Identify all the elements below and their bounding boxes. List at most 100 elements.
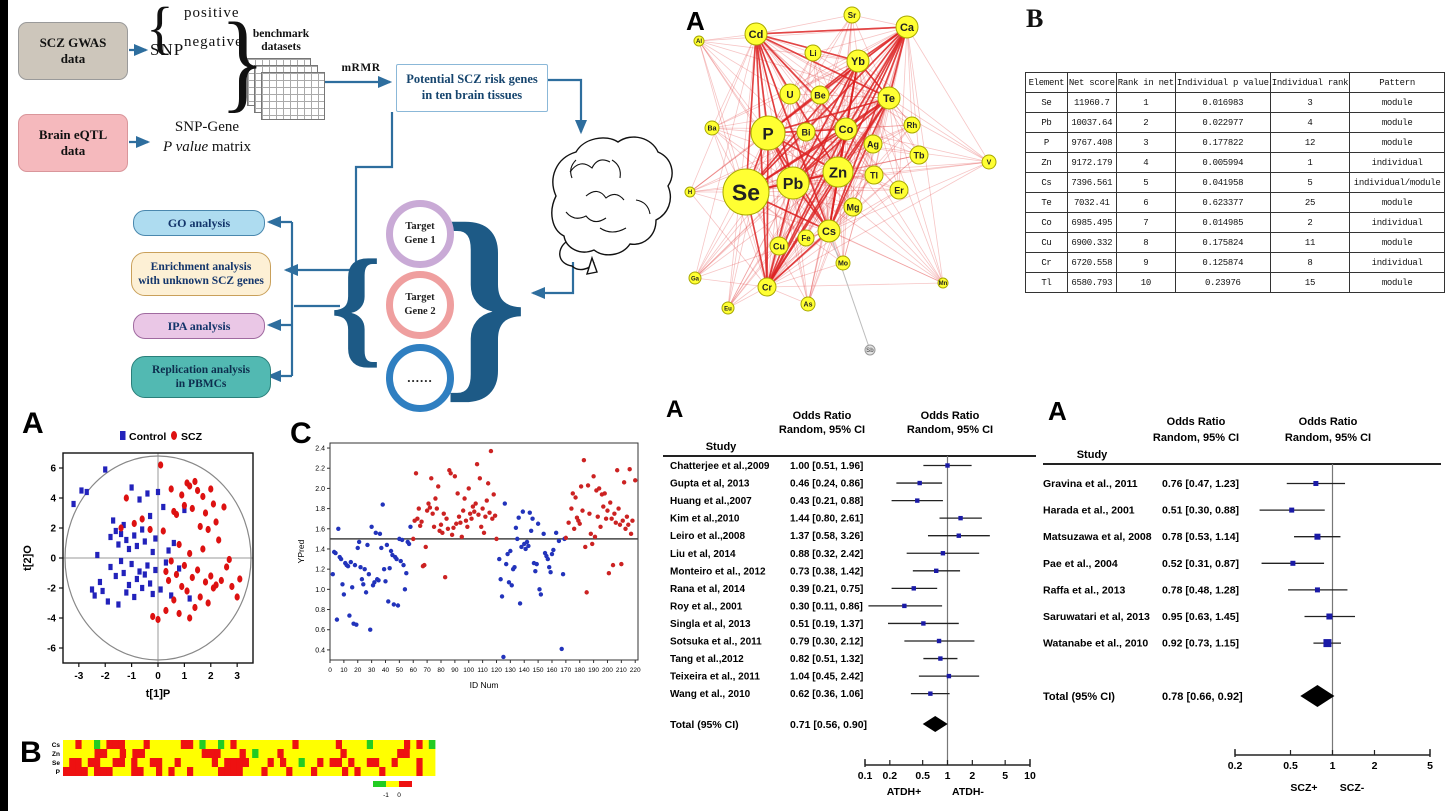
element-node-Cr: Cr bbox=[757, 277, 777, 297]
snp-label: SNP bbox=[150, 40, 185, 59]
study-name: Harada et al., 2001 bbox=[1043, 505, 1135, 517]
network-edge bbox=[789, 93, 890, 99]
control-point bbox=[548, 569, 553, 575]
study-name: Leiro et al.,2008 bbox=[670, 531, 745, 542]
heatmap-cell bbox=[131, 740, 138, 749]
group-label: SCZ+ bbox=[1290, 782, 1317, 794]
y-tick-label: 1.0 bbox=[315, 587, 325, 594]
heatmap-cell bbox=[132, 749, 140, 758]
study-name: Gravina et al., 2011 bbox=[1043, 478, 1138, 490]
scz-point bbox=[417, 523, 423, 528]
network-edge bbox=[711, 127, 830, 232]
scz-point bbox=[621, 480, 627, 485]
heatmap-panel-letter: B bbox=[20, 736, 42, 769]
heatmap-cell bbox=[113, 749, 121, 758]
table-cell: 0.177822 bbox=[1174, 132, 1271, 153]
scz-point bbox=[445, 526, 451, 531]
heatmap-cell bbox=[137, 767, 144, 776]
heatmap-cell bbox=[404, 767, 411, 776]
control-point bbox=[526, 543, 531, 549]
scz-point bbox=[163, 606, 169, 615]
table-cell: Te bbox=[1025, 192, 1068, 213]
heatmap-cell bbox=[422, 758, 430, 767]
or-marker bbox=[934, 568, 939, 573]
control-point bbox=[394, 556, 399, 562]
heatmap-cell bbox=[385, 740, 392, 749]
control-point bbox=[163, 559, 169, 566]
scz-point bbox=[173, 510, 180, 519]
y-tick-label: 1.8 bbox=[315, 506, 325, 513]
heatmap-cell bbox=[315, 749, 322, 758]
heatmap-cell bbox=[226, 749, 234, 758]
network-edge bbox=[792, 52, 814, 184]
scz-point bbox=[155, 615, 161, 624]
scz-point bbox=[436, 484, 441, 489]
network-edge bbox=[819, 94, 830, 232]
control-point bbox=[499, 594, 505, 599]
scz-point bbox=[205, 525, 211, 534]
node-label: Li bbox=[809, 49, 816, 58]
element-node-Pb: Pb bbox=[776, 166, 810, 200]
heatmap-cell bbox=[258, 749, 266, 758]
heatmap-cell bbox=[346, 749, 354, 758]
study-name: Monteiro et al., 2012 bbox=[670, 566, 766, 577]
control-point bbox=[142, 571, 147, 578]
control-point bbox=[137, 496, 142, 503]
node-circle bbox=[779, 83, 801, 105]
node-circle bbox=[843, 6, 861, 24]
heatmap-cell bbox=[317, 740, 324, 749]
control-point bbox=[399, 537, 405, 543]
y-tick-label: 0.4 bbox=[315, 647, 325, 654]
study-name: Huang et al.,2007 bbox=[670, 496, 752, 507]
control-point bbox=[103, 466, 108, 473]
heatmap-cell bbox=[410, 767, 417, 776]
element-node-Al: Al bbox=[693, 35, 705, 47]
control-point bbox=[508, 548, 513, 554]
axis-tick-label: 2 bbox=[1372, 760, 1378, 772]
table-cell: 0.016983 bbox=[1174, 92, 1271, 113]
scz-point bbox=[590, 541, 595, 547]
heatmap-cell bbox=[267, 767, 275, 776]
network-edge bbox=[755, 33, 794, 184]
network-edge bbox=[906, 26, 990, 163]
control-point bbox=[559, 646, 564, 652]
y-tick-label: 1.6 bbox=[315, 526, 325, 533]
heatmap-cell bbox=[255, 758, 262, 767]
node-circle bbox=[721, 301, 735, 315]
benchmark-dataset-sheet bbox=[261, 72, 325, 120]
control-point bbox=[105, 598, 110, 605]
or-marker bbox=[1314, 587, 1320, 593]
table-cell: 6900.332 bbox=[1066, 232, 1117, 253]
scz-point bbox=[202, 509, 209, 517]
scz-point bbox=[577, 521, 582, 526]
scz-point bbox=[462, 496, 467, 501]
y-tick-label: 2.2 bbox=[315, 466, 325, 473]
heatmap-cell bbox=[298, 740, 306, 749]
scz-point bbox=[179, 582, 185, 591]
table-header-cell: Individual p value bbox=[1174, 72, 1271, 93]
scz-point bbox=[452, 474, 458, 479]
table-header-cell: Element bbox=[1025, 72, 1068, 93]
heatmap-cell bbox=[261, 758, 268, 767]
network-edge bbox=[755, 33, 920, 156]
heatmap-cell bbox=[100, 749, 108, 758]
heatmap-cell bbox=[242, 758, 250, 767]
scz-point bbox=[612, 511, 617, 516]
x-tick-label: 220 bbox=[630, 667, 641, 674]
control-point bbox=[502, 501, 508, 506]
network-edge bbox=[857, 60, 944, 284]
heatmap-cell bbox=[100, 767, 107, 776]
scz-point bbox=[226, 555, 232, 564]
control-point bbox=[116, 541, 121, 548]
heatmap-cell bbox=[236, 740, 244, 749]
table-cell: 1 bbox=[1115, 92, 1176, 113]
total-estimate: 0.71 [0.56, 0.90] bbox=[790, 719, 867, 731]
scz-point bbox=[573, 495, 578, 500]
y-tick-label: 6 bbox=[50, 464, 56, 475]
node-circle bbox=[744, 22, 768, 46]
element-node-Co: Co bbox=[834, 117, 858, 141]
network-edge bbox=[828, 230, 944, 284]
study-estimate: 0.76 [0.47, 1.23] bbox=[1162, 478, 1239, 490]
heatmap-cell bbox=[224, 740, 231, 749]
x-tick-label: 40 bbox=[382, 667, 390, 674]
